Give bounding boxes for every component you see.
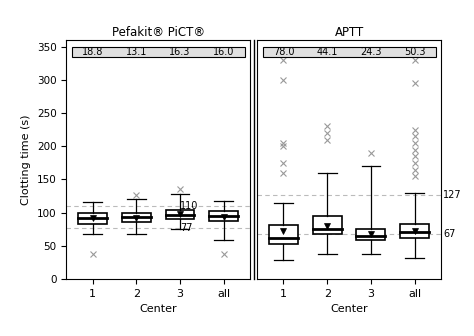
Title: APTT: APTT bbox=[335, 26, 364, 39]
Text: 127: 127 bbox=[443, 190, 462, 200]
Text: 78.0: 78.0 bbox=[273, 47, 294, 57]
X-axis label: Center: Center bbox=[330, 304, 368, 314]
Text: 18.8: 18.8 bbox=[82, 47, 103, 57]
Text: 44.1: 44.1 bbox=[317, 47, 338, 57]
X-axis label: Center: Center bbox=[139, 304, 177, 314]
Bar bbox=[165, 210, 194, 219]
Text: 24.3: 24.3 bbox=[360, 47, 382, 57]
Bar bbox=[263, 47, 436, 57]
Text: 77: 77 bbox=[180, 223, 192, 233]
Bar bbox=[210, 211, 238, 221]
Text: 16.3: 16.3 bbox=[169, 47, 191, 57]
Title: Pefakit® PiCT®: Pefakit® PiCT® bbox=[111, 26, 205, 39]
Bar bbox=[122, 213, 151, 222]
Text: 13.1: 13.1 bbox=[126, 47, 147, 57]
Bar bbox=[78, 213, 107, 224]
Text: 50.3: 50.3 bbox=[404, 47, 425, 57]
Y-axis label: Clotting time (s): Clotting time (s) bbox=[21, 114, 31, 205]
Bar bbox=[313, 216, 342, 235]
Bar bbox=[269, 224, 298, 244]
Text: 67: 67 bbox=[443, 229, 456, 240]
Text: 110: 110 bbox=[180, 201, 199, 211]
Text: 16.0: 16.0 bbox=[213, 47, 234, 57]
Bar bbox=[72, 47, 245, 57]
Bar bbox=[356, 228, 385, 241]
Bar bbox=[400, 224, 429, 238]
